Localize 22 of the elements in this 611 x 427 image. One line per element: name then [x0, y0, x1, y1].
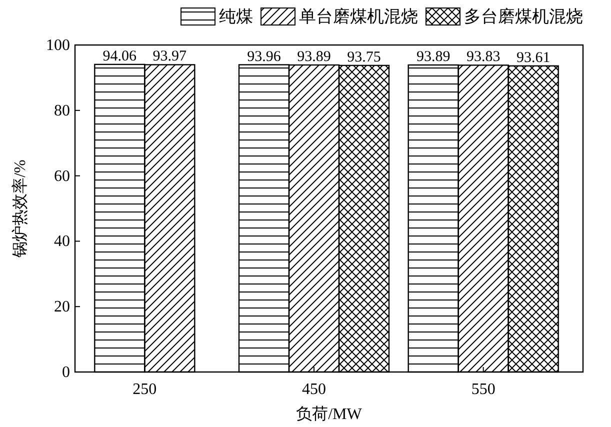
x-axis-title: 负荷/MW	[296, 405, 363, 423]
data-label: 93.89	[416, 48, 450, 65]
y-tick-label: 60	[54, 168, 70, 185]
data-label: 94.06	[102, 48, 138, 64]
y-tick-label: 40	[54, 233, 70, 250]
legend-label: 单台磨煤机混烧	[299, 7, 418, 26]
y-tick-label: 100	[46, 37, 70, 54]
data-label: 93.97	[152, 48, 188, 65]
x-tick-label: 450	[302, 381, 326, 398]
data-label: 93.89	[297, 48, 331, 65]
legend-label: 多台磨煤机混烧	[464, 7, 583, 26]
data-label: 93.83	[466, 49, 500, 66]
y-tick-label: 0	[62, 364, 70, 381]
data-label: 93.75	[347, 49, 381, 66]
y-tick-label: 80	[54, 102, 70, 120]
legend-label: 纯煤	[219, 7, 253, 26]
data-label: 93.96	[247, 48, 282, 65]
x-tick-label: 550	[471, 381, 496, 398]
data-label: 93.61	[516, 50, 550, 66]
y-axis-title: 锅炉热效率/%	[11, 160, 29, 258]
x-tick-label: 250	[132, 381, 157, 398]
y-tick-label: 20	[54, 298, 70, 316]
